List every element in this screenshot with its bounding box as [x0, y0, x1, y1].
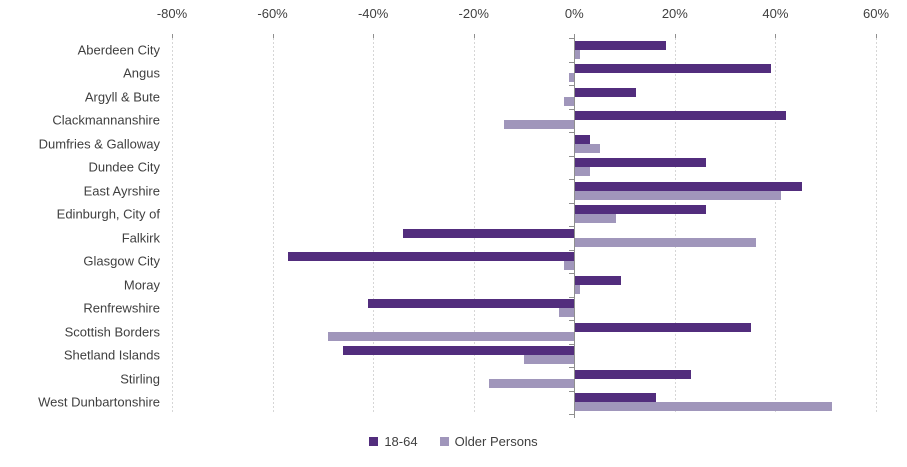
category-label: Renfrewshire — [83, 300, 160, 316]
bar-18-64-west-dunbartonshire — [575, 393, 656, 403]
gridline — [473, 38, 475, 414]
x-tick-label: 60% — [862, 6, 890, 21]
x-tick-mark — [272, 34, 274, 38]
bar-18-64-dumfries-galloway — [575, 134, 591, 144]
bar-18-64-aberdeen-city — [575, 40, 666, 50]
bar-18-64-edinburgh-city-of — [575, 205, 707, 215]
bar-18-64-scottish-borders — [575, 322, 752, 332]
category-label: Shetland Islands — [63, 347, 160, 363]
gridline — [876, 38, 877, 414]
gridline — [775, 38, 777, 414]
zero-axis-line — [574, 38, 576, 418]
category-tick-mark — [569, 273, 575, 274]
category-label: Moray — [123, 277, 160, 293]
x-tick-label: -20% — [458, 6, 489, 21]
bar-18-64-angus — [575, 64, 772, 74]
legend-label: 18-64 — [384, 434, 418, 449]
gridline — [272, 38, 274, 414]
x-tick-mark — [876, 34, 877, 38]
bar-older-persons-aberdeen-city — [575, 49, 581, 59]
category-tick-mark — [569, 226, 575, 227]
category-tick-mark — [569, 343, 575, 345]
category-label: Scottish Borders — [64, 324, 160, 340]
category-tick-mark — [569, 108, 575, 110]
bar-18-64-clackmannanshire — [575, 111, 787, 121]
x-tick-label: 20% — [661, 6, 688, 21]
category-label: Argyll & Bute — [84, 89, 160, 105]
bar-older-persons-edinburgh-city-of — [575, 214, 616, 224]
bar-18-64-moray — [575, 275, 621, 285]
x-tick-label: -80% — [156, 6, 188, 21]
category-tick-mark — [569, 390, 575, 392]
bar-older-persons-glasgow-city — [564, 261, 575, 271]
bar-18-64-shetland-islands — [342, 346, 575, 356]
category-tick-mark — [569, 296, 575, 298]
bar-18-64-dundee-city — [575, 158, 707, 168]
bar-older-persons-argyll-bute — [564, 96, 575, 106]
category-label: Dumfries & Galloway — [38, 136, 160, 152]
bar-older-persons-falkirk — [575, 237, 757, 247]
bar-18-64-renfrewshire — [368, 299, 575, 309]
category-tick-mark — [569, 320, 575, 321]
category-label: West Dunbartonshire — [38, 394, 160, 410]
bar-older-persons-renfrewshire — [559, 308, 575, 318]
category-label: Edinburgh, City of — [56, 206, 160, 222]
category-label: Angus — [123, 65, 160, 81]
x-tick-mark — [674, 34, 676, 38]
bar-older-persons-scottish-borders — [327, 331, 575, 341]
bar-older-persons-clackmannanshire — [503, 120, 575, 130]
x-tick-label: -40% — [357, 6, 389, 21]
x-tick-mark — [574, 34, 576, 38]
category-label: Glasgow City — [83, 253, 160, 269]
legend-swatch-icon — [369, 437, 379, 446]
bar-18-64-glasgow-city — [287, 252, 575, 262]
legend-swatch-icon — [439, 437, 449, 446]
category-tick-mark — [569, 202, 575, 204]
plot-area — [172, 38, 877, 418]
legend-item-older-persons: Older Persons — [439, 434, 538, 449]
bar-18-64-falkirk — [403, 228, 575, 238]
x-tick-mark — [473, 34, 475, 38]
bar-older-persons-moray — [575, 284, 581, 294]
gridline — [373, 38, 375, 414]
category-tick-mark — [569, 155, 575, 157]
bar-18-64-stirling — [575, 369, 691, 379]
category-tick-mark — [569, 179, 575, 180]
category-tick-mark — [569, 367, 575, 368]
bar-older-persons-dumfries-galloway — [575, 143, 601, 153]
bar-older-persons-dundee-city — [575, 167, 591, 177]
bar-older-persons-east-ayrshire — [575, 190, 782, 200]
category-tick-mark — [569, 85, 575, 86]
gridline — [172, 38, 173, 414]
gridline — [674, 38, 676, 414]
x-tick-label: 40% — [762, 6, 789, 21]
legend-label: Older Persons — [454, 434, 538, 449]
category-tick-mark — [569, 249, 575, 251]
bar-older-persons-angus — [569, 73, 575, 83]
category-tick-mark — [569, 61, 575, 63]
category-label: Aberdeen City — [77, 42, 160, 58]
x-tick-label: -60% — [257, 6, 288, 21]
bar-18-64-argyll-bute — [575, 87, 636, 97]
category-tick-mark — [569, 38, 575, 39]
x-tick-mark — [172, 34, 173, 38]
category-label: Clackmannanshire — [52, 112, 160, 128]
bar-older-persons-west-dunbartonshire — [575, 402, 832, 412]
category-label: Stirling — [120, 371, 160, 387]
category-label: Falkirk — [121, 230, 160, 246]
bar-18-64-east-ayrshire — [575, 181, 802, 191]
bar-older-persons-stirling — [488, 378, 575, 388]
x-tick-label: 0% — [564, 6, 584, 21]
category-label: Dundee City — [88, 159, 160, 175]
category-tick-mark — [569, 132, 575, 133]
legend-item-18-64: 18-64 — [369, 434, 418, 449]
legend: 18-64 Older Persons — [0, 434, 907, 449]
x-tick-mark — [373, 34, 375, 38]
x-tick-mark — [775, 34, 777, 38]
category-label: East Ayrshire — [83, 183, 160, 199]
category-tick-mark — [569, 414, 575, 415]
bar-older-persons-shetland-islands — [524, 355, 575, 365]
